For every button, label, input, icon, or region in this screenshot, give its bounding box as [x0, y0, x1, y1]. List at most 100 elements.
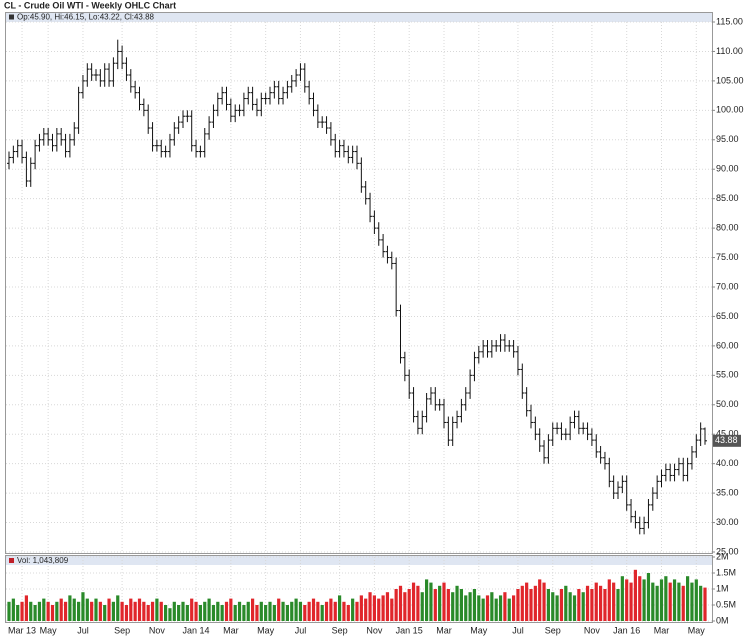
- volume-bar: [16, 605, 20, 621]
- volume-bar: [311, 598, 316, 621]
- volume-bar: [355, 601, 359, 621]
- volume-bar: [351, 598, 355, 621]
- y-tick-label: 50.00: [716, 399, 739, 409]
- volume-bar: [672, 579, 677, 621]
- volume-bar: [298, 601, 303, 621]
- volume-bar: [525, 582, 529, 621]
- volume-legend: Vol: 1,043,809: [17, 556, 69, 565]
- volume-bar: [324, 601, 329, 621]
- volume-bar: [33, 605, 37, 621]
- volume-bar: [172, 601, 176, 621]
- x-tick-label: Sep: [332, 625, 348, 635]
- y-tick-label: 70.00: [716, 281, 739, 291]
- volume-bar: [642, 579, 646, 621]
- volume-bar: [572, 595, 577, 621]
- volume-bar: [259, 601, 263, 621]
- volume-bar: [416, 585, 420, 621]
- volume-bar: [607, 579, 611, 621]
- volume-bar: [211, 605, 216, 621]
- volume-bar: [59, 598, 63, 621]
- x-tick-label: Mar: [654, 625, 670, 635]
- volume-bar: [198, 605, 202, 621]
- x-tick-label: Jan 16: [613, 625, 640, 635]
- volume-bar: [90, 601, 94, 621]
- volume-bar: [98, 601, 102, 621]
- volume-bar: [694, 579, 698, 621]
- volume-bar: [590, 589, 594, 621]
- volume-bar: [264, 605, 268, 621]
- volume-bar: [246, 601, 250, 621]
- volume-bar: [120, 601, 124, 621]
- volume-bar: [220, 605, 224, 621]
- y-tick-label: 65.00: [716, 311, 739, 321]
- volume-bar: [268, 601, 272, 621]
- volume-bar: [303, 605, 307, 621]
- volume-bar: [42, 598, 46, 621]
- y-tick-label: 40.00: [716, 458, 739, 468]
- legend-swatch: [9, 14, 14, 20]
- last-price-label: 43.88: [715, 435, 738, 445]
- volume-bar: [612, 582, 616, 621]
- volume-bar: [338, 595, 342, 621]
- volume-bar: [503, 592, 507, 621]
- volume-bar: [155, 598, 159, 621]
- volume-bar: [411, 582, 416, 621]
- y-tick-label: 110.00: [716, 46, 743, 56]
- volume-bar: [129, 598, 133, 621]
- volume-bar: [63, 601, 68, 621]
- y-tick-label: 75.00: [716, 252, 739, 262]
- x-tick-label: Jan 14: [183, 625, 210, 635]
- volume-bar: [24, 595, 28, 621]
- volume-bar: [398, 585, 403, 621]
- volume-bar: [94, 598, 98, 621]
- y-tick-label: 60.00: [716, 340, 739, 350]
- volume-bar: [703, 587, 707, 621]
- volume-bar: [242, 605, 246, 621]
- volume-bar: [420, 592, 424, 621]
- volume-bar: [659, 579, 664, 621]
- volume-bar: [681, 585, 685, 621]
- volume-bar: [538, 579, 542, 621]
- volume-bar: [164, 605, 168, 621]
- x-tick-label: May: [688, 625, 706, 635]
- volume-bar: [142, 601, 146, 621]
- volume-bar: [385, 592, 390, 621]
- volume-bar: [190, 598, 194, 621]
- volume-bar: [394, 589, 398, 621]
- volume-bar: [638, 576, 642, 621]
- volume-bar: [455, 585, 459, 621]
- volume-bar: [359, 595, 363, 621]
- x-tick-label: Jul: [77, 625, 89, 635]
- y-tick-label: 55.00: [716, 370, 739, 380]
- legend-strip: [6, 13, 712, 22]
- volume-bar: [577, 589, 581, 621]
- volume-bar: [285, 605, 289, 621]
- volume-bar: [103, 605, 107, 621]
- x-tick-label: Nov: [149, 625, 166, 635]
- volume-bar: [272, 605, 276, 621]
- volume-bar: [307, 601, 311, 621]
- volume-bar: [81, 592, 85, 621]
- y-tick-label: 45.00: [716, 429, 739, 439]
- volume-bar: [224, 601, 229, 621]
- volume-bar: [690, 582, 694, 621]
- volume-bar: [472, 589, 477, 621]
- y-tick-label: 1M: [716, 583, 729, 593]
- volume-bar: [629, 582, 633, 621]
- volume-bar: [207, 598, 211, 621]
- x-tick-label: Jul: [295, 625, 307, 635]
- volume-bar: [203, 601, 207, 621]
- volume-bar: [490, 592, 494, 621]
- volume-bar: [403, 592, 407, 621]
- x-tick-label: May: [40, 625, 58, 635]
- chart-title: CL - Crude Oil WTI - Weekly OHLC Chart: [4, 0, 176, 10]
- volume-bar: [185, 605, 189, 621]
- volume-bar: [668, 582, 672, 621]
- volume-bar: [686, 576, 690, 621]
- volume-bar: [442, 582, 446, 621]
- y-tick-label: 100.00: [716, 105, 744, 115]
- volume-bar: [11, 598, 15, 621]
- x-tick-label: Mar: [436, 625, 452, 635]
- volume-bar: [677, 582, 681, 621]
- volume-bar: [516, 589, 520, 621]
